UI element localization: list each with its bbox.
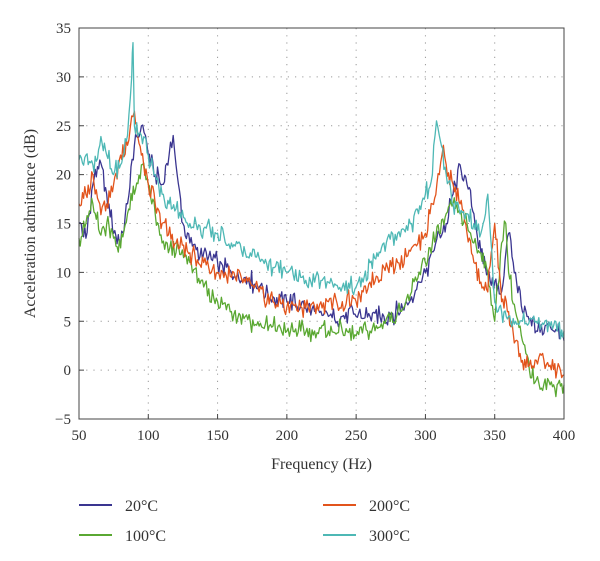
legend-label-3: 200°C bbox=[369, 498, 410, 515]
tick-labels: 50 100 150 200 250 300 350 400 −5 0 5 10 15 20 25 30 35 bbox=[55, 21, 575, 444]
y-tick-label: 15 bbox=[56, 217, 71, 233]
x-tick-label: 300 bbox=[414, 428, 437, 444]
x-tick-label: 350 bbox=[483, 428, 506, 444]
x-tick-label: 150 bbox=[206, 428, 229, 444]
x-tick-label: 400 bbox=[553, 428, 576, 444]
y-tick-label: 0 bbox=[64, 363, 72, 379]
y-tick-label: 25 bbox=[56, 119, 71, 135]
x-tick-label: 200 bbox=[276, 428, 299, 444]
legend-label-4: 300°C bbox=[369, 528, 410, 545]
x-tick-label: 50 bbox=[72, 428, 87, 444]
series-line-2 bbox=[78, 162, 565, 398]
series-line-3 bbox=[78, 110, 565, 379]
y-tick-label: 5 bbox=[64, 314, 72, 330]
y-tick-label: −5 bbox=[55, 412, 71, 428]
x-tick-label: 250 bbox=[345, 428, 368, 444]
legend: 20°C 100°C 200°C 300°C bbox=[79, 498, 410, 545]
grid bbox=[79, 28, 564, 419]
y-tick-label: 10 bbox=[56, 265, 71, 281]
series-line-4 bbox=[78, 42, 565, 340]
legend-label-2: 100°C bbox=[125, 528, 166, 545]
y-tick-label: 20 bbox=[56, 168, 71, 184]
y-axis-title: Acceleration admittance (dB) bbox=[22, 129, 39, 318]
x-tick-label: 100 bbox=[137, 428, 160, 444]
x-axis-title: Frequency (Hz) bbox=[271, 456, 372, 473]
legend-label-1: 20°C bbox=[125, 498, 158, 515]
series-lines bbox=[78, 42, 565, 398]
y-tick-label: 35 bbox=[56, 21, 71, 37]
series-line-1 bbox=[78, 124, 565, 341]
y-tick-label: 30 bbox=[56, 70, 71, 86]
